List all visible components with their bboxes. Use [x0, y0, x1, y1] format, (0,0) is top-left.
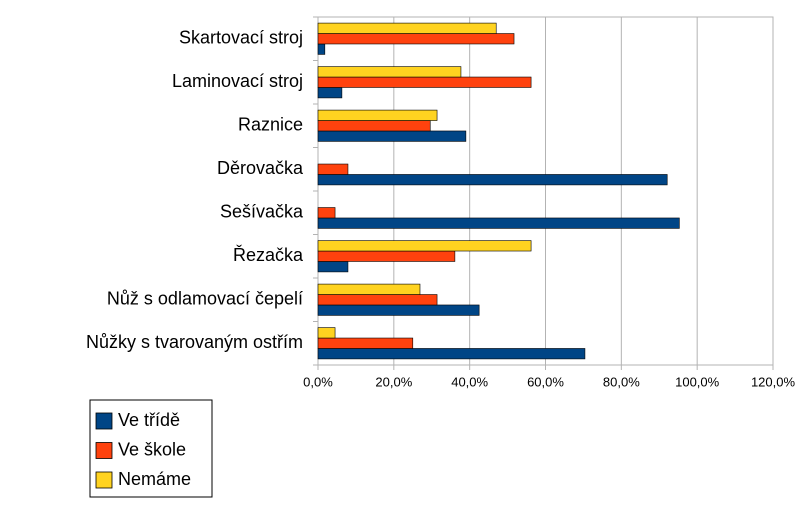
x-tick-label: 20,0%	[375, 374, 412, 389]
bar	[317, 250, 456, 262]
legend-label: Ve třídě	[118, 410, 180, 430]
x-tick-label: 100,0%	[675, 374, 720, 389]
bar	[317, 33, 515, 45]
x-tick-label: 60,0%	[527, 374, 564, 389]
x-tick-label: 120,0%	[751, 374, 796, 389]
x-tick-label: 80,0%	[603, 374, 640, 389]
legend-swatch	[95, 471, 113, 489]
y-tick-label: Děrovačka	[217, 158, 304, 178]
bar	[317, 22, 497, 34]
y-tick-label: Sešívačka	[220, 202, 304, 222]
y-tick-label: Nůž s odlamovací čepelí	[107, 289, 303, 309]
legend-label: Nemáme	[118, 469, 191, 489]
bar	[317, 348, 586, 360]
bar	[317, 130, 467, 142]
y-tick-label: Laminovací stroj	[172, 71, 303, 91]
y-tick-label: Nůžky s tvarovaným ostřím	[86, 332, 303, 352]
bar	[317, 304, 480, 316]
legend-swatch	[95, 442, 113, 459]
bar	[317, 120, 431, 132]
y-tick-label: Raznice	[238, 115, 303, 135]
bar	[317, 240, 532, 252]
y-tick-label: Skartovací stroj	[179, 28, 303, 48]
bar	[317, 174, 668, 186]
bar	[317, 261, 349, 273]
x-tick-label: 0,0%	[303, 374, 333, 389]
legend-swatch	[95, 412, 113, 430]
bar	[317, 66, 462, 78]
bar	[317, 294, 438, 306]
bar	[317, 283, 421, 295]
bar	[317, 327, 336, 339]
y-tick-label: Řezačka	[233, 245, 304, 265]
bar	[317, 76, 532, 88]
bar	[317, 163, 349, 175]
bar	[317, 43, 326, 55]
bar	[317, 337, 414, 349]
bar	[317, 217, 680, 229]
x-tick-label: 40,0%	[451, 374, 488, 389]
bar	[317, 87, 343, 99]
legend-label: Ve škole	[118, 439, 186, 459]
bar	[317, 109, 438, 121]
bar	[317, 207, 336, 219]
